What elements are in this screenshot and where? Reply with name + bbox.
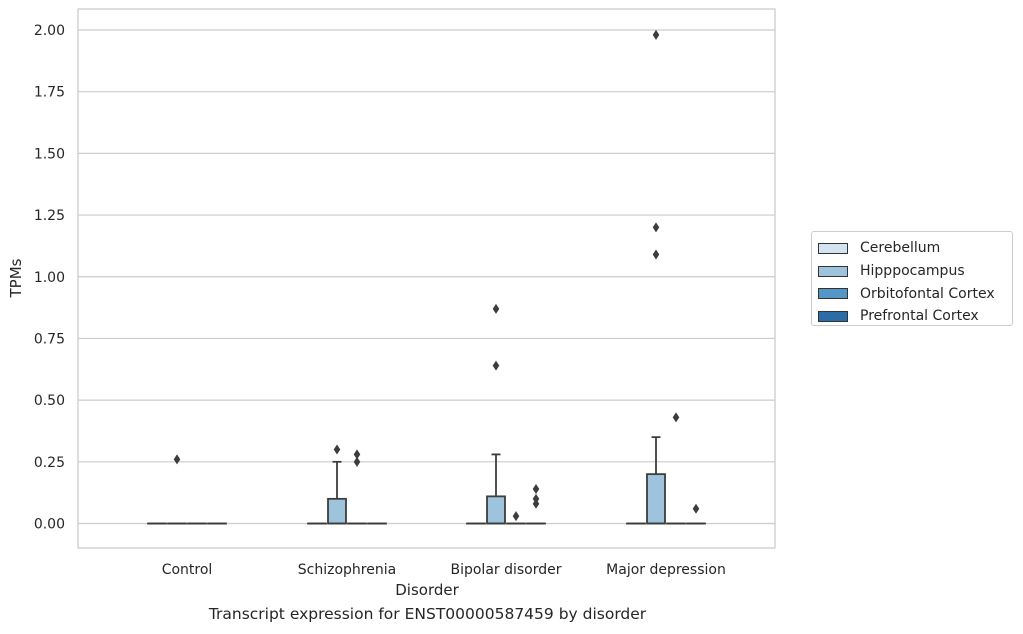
legend-swatch [818, 265, 848, 277]
legend-swatch [818, 310, 848, 322]
legend-label: Orbitofontal Cortex [860, 285, 995, 302]
y-axis-label: TPMs [7, 258, 25, 298]
outlier-point [512, 511, 520, 522]
gridlines [78, 29, 775, 525]
box-hipppocampus [646, 29, 666, 525]
outlier-point [692, 503, 700, 514]
box-body [646, 473, 666, 525]
box-orbitofontal-cortex [347, 449, 367, 525]
x-tick-label: Major depression [606, 562, 726, 578]
legend-item: Prefrontal Cortex [818, 305, 1012, 328]
outlier-point [492, 303, 500, 314]
outlier-point [532, 483, 540, 494]
y-tick-label: 0.00 [34, 517, 65, 533]
legend-item: Hipppocampus [818, 260, 1012, 283]
outlier-point [173, 454, 181, 465]
y-tick-label: 1.00 [34, 270, 65, 286]
outlier-point [652, 222, 660, 233]
outlier-point [672, 412, 680, 423]
legend-swatch [818, 288, 848, 300]
chart-caption: Transcript expression for ENST0000058745… [208, 605, 647, 623]
y-tick-label: 0.75 [34, 331, 65, 347]
x-tick-label: Schizophrenia [298, 562, 396, 578]
box-hipppocampus [167, 454, 187, 525]
y-tick-label: 1.50 [34, 146, 65, 162]
outlier-point [492, 360, 500, 371]
outlier-point [652, 249, 660, 260]
outlier-point [333, 444, 341, 455]
legend-item: Cerebellum [818, 237, 1012, 260]
box-body [327, 497, 347, 525]
box-hipppocampus [486, 303, 506, 525]
y-tick-label: 0.50 [34, 393, 65, 409]
legend-label: Cerebellum [860, 240, 941, 257]
y-tick-labels: 0.00 0.25 0.50 0.75 1.00 1.25 1.50 1.75 2.00 [34, 23, 65, 533]
plot-frame [77, 8, 776, 549]
legend-label: Prefrontal Cortex [860, 308, 979, 325]
x-tick-labels: Control Schizophrenia Bipolar disorder Majo… [162, 562, 726, 578]
box-hipppocampus [327, 444, 347, 525]
outlier-point [353, 449, 361, 460]
y-tick-label: 2.00 [34, 23, 65, 39]
box-orbitofontal-cortex [506, 511, 526, 525]
legend: Cerebellum Hipppocampus Orbitofontal Corte… [811, 231, 1013, 326]
outlier-point [532, 493, 540, 504]
y-tick-label: 1.25 [34, 208, 65, 224]
outlier-point [353, 456, 361, 467]
outlier-point [652, 29, 660, 40]
box-prefrontal-cortex [526, 483, 546, 525]
y-tick-label: 1.75 [34, 85, 65, 101]
x-tick-label: Control [162, 562, 213, 578]
box-body [486, 495, 506, 525]
box-series [147, 29, 706, 525]
legend-label: Hipppocampus [860, 263, 965, 280]
legend-item: Orbitofontal Cortex [818, 282, 1012, 305]
x-tick-label: Bipolar disorder [450, 562, 561, 578]
box-orbitofontal-cortex [666, 412, 686, 525]
legend-swatch [818, 242, 848, 254]
box-prefrontal-cortex [686, 503, 706, 525]
x-axis-label: Disorder [395, 581, 459, 599]
y-tick-label: 0.25 [34, 455, 65, 471]
